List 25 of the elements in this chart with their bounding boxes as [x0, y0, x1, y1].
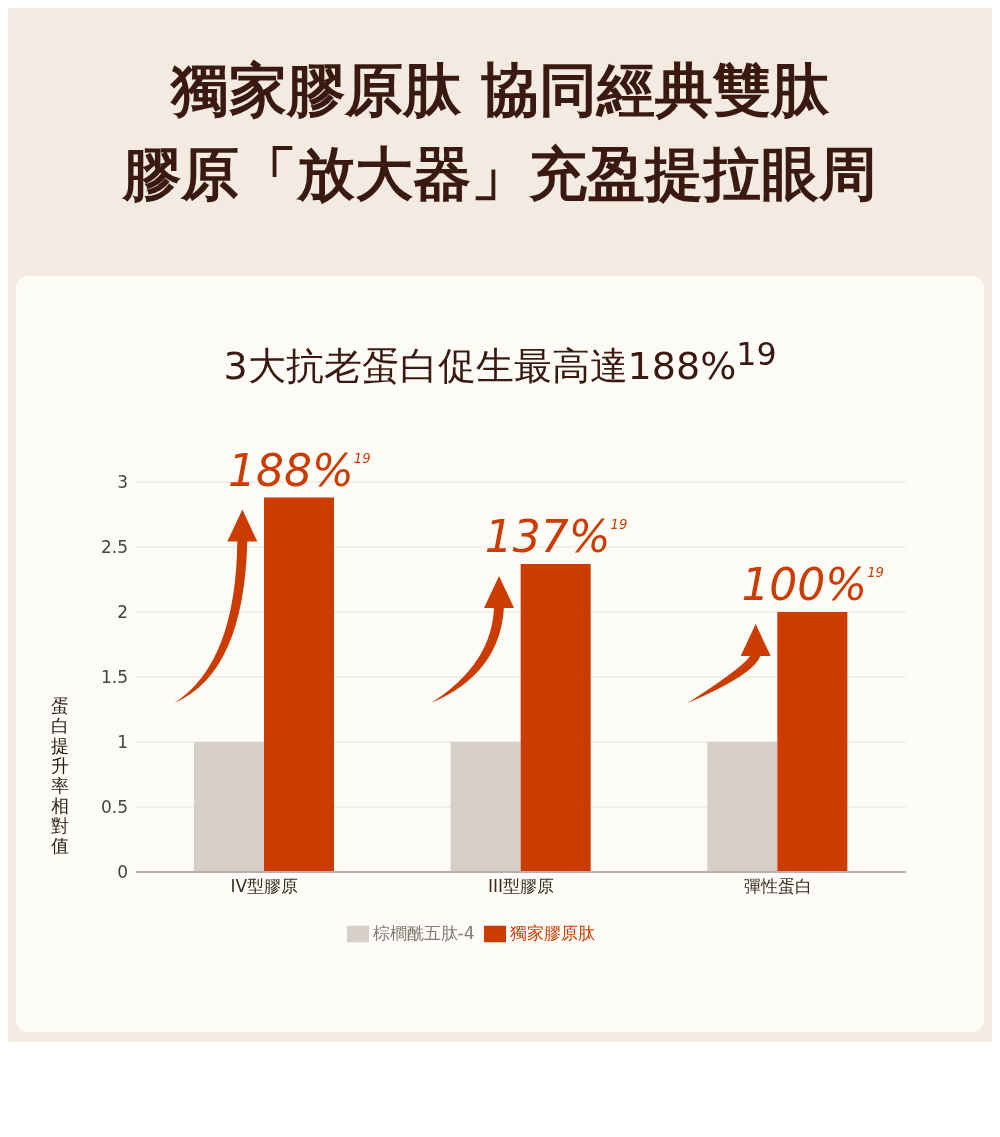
bar — [194, 741, 264, 872]
annotation: 137%$^{19}$ — [484, 510, 628, 562]
bar — [520, 563, 591, 872]
annotation: 188%$^{19}$ — [228, 444, 371, 496]
y-tick-label: 0 — [117, 861, 128, 882]
bar — [707, 741, 778, 872]
y-tick-label: 2 — [117, 601, 128, 622]
y-tick-label: 2.5 — [100, 536, 128, 557]
y-tick-label: 1 — [117, 731, 128, 752]
x-tick-label: 彈性蛋白 — [743, 875, 812, 896]
x-tick-label: III型膠原 — [487, 875, 555, 896]
bar — [450, 741, 521, 872]
x-tick-label: IV型膠原 — [230, 875, 299, 896]
legend-label: 獨家膠原肽 — [510, 922, 596, 943]
y-axis-title: 蛋白提升率相對值 — [51, 694, 69, 856]
annotation: 100%$^{19}$ — [741, 558, 884, 610]
chart-title: 獨家膠原肽 協同經典雙肽 — [169, 55, 831, 126]
legend-label: 棕櫚酰五肽-4 — [372, 922, 475, 943]
y-tick-label: 1.5 — [100, 666, 128, 687]
y-tick-label: 0.5 — [100, 796, 128, 817]
bar — [264, 497, 334, 872]
bar — [777, 611, 848, 872]
text: 3大抗老蛋白促生最高達188%$^{19}$ — [223, 336, 777, 388]
chart-subtitle: 膠原「放大器」充盈提拉眼周 — [121, 139, 878, 210]
y-tick-label: 3 — [117, 471, 128, 492]
